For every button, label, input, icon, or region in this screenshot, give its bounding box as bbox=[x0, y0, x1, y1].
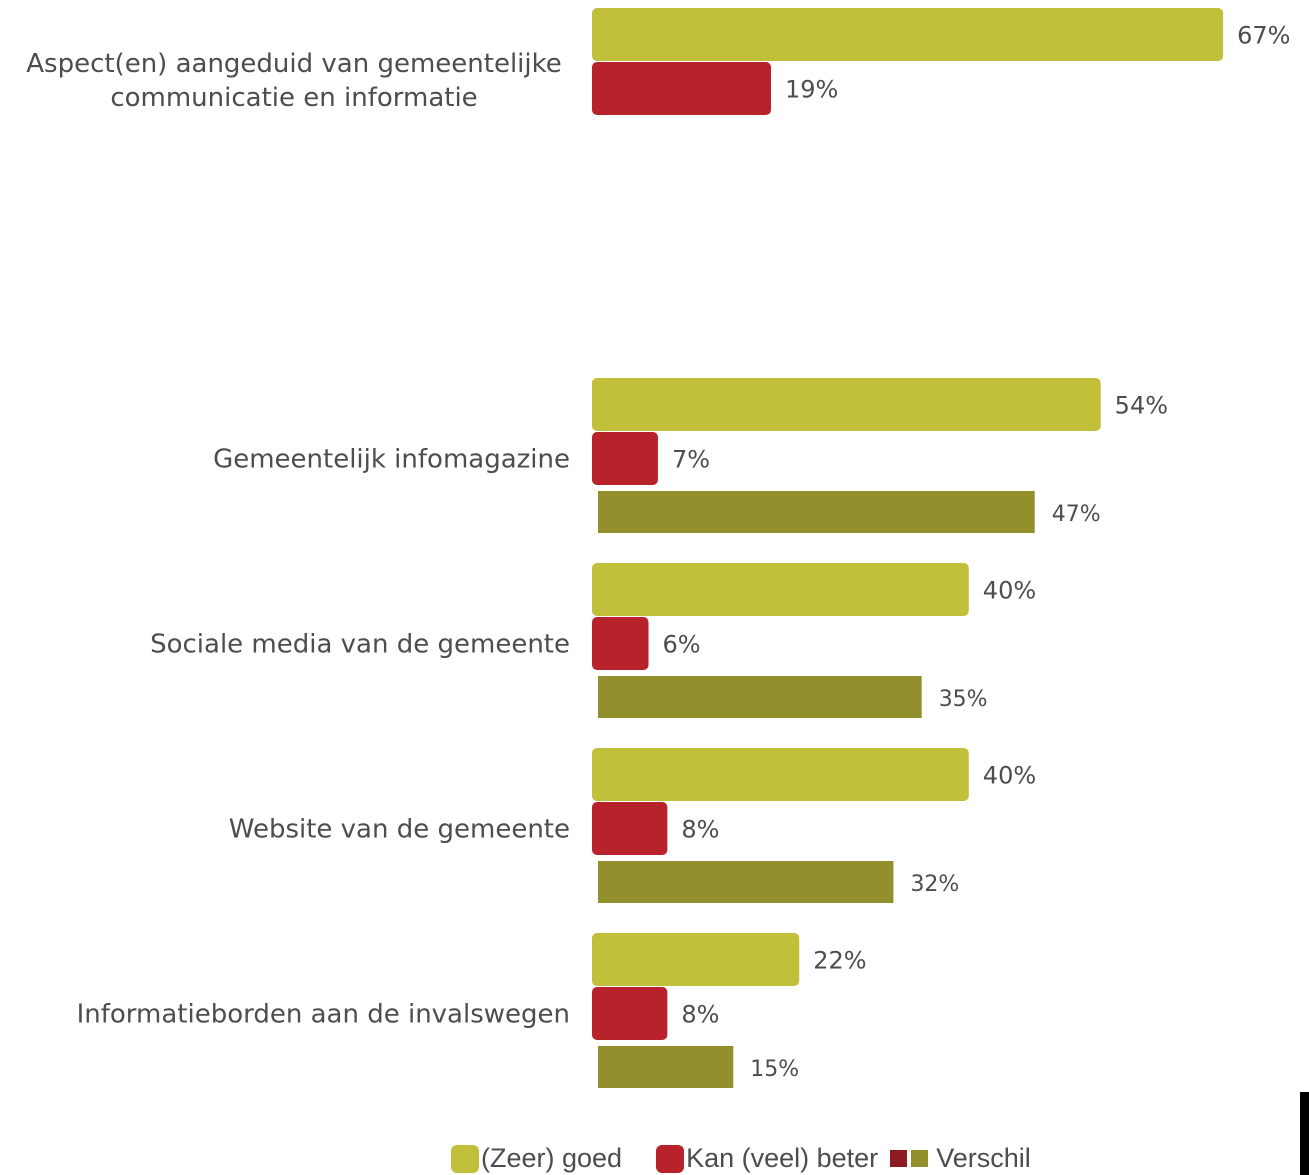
bar-kan-beter-4 bbox=[592, 987, 668, 1040]
bar-chart: Aspect(en) aangeduid van gemeentelijke co… bbox=[26, 8, 1290, 1088]
bar-verschil-3 bbox=[598, 861, 894, 903]
bar-kan-beter-2 bbox=[592, 617, 649, 670]
legend-label-zeer-goed: (Zeer) goed bbox=[481, 1143, 623, 1173]
value-label-verschil-1: 47% bbox=[1052, 502, 1101, 527]
legend: (Zeer) goed Kan (veel) beter Verschil bbox=[451, 1143, 1031, 1174]
legend-item-zeer-goed: (Zeer) goed bbox=[451, 1143, 622, 1174]
value-label-verschil-3: 32% bbox=[910, 872, 959, 897]
legend-swatch-kan-beter bbox=[656, 1144, 685, 1173]
value-label-zeer-goed-2: 40% bbox=[983, 577, 1036, 605]
value-label-zeer-goed-0: 67% bbox=[1237, 22, 1290, 50]
legend-label-kan-beter: Kan (veel) beter bbox=[686, 1143, 879, 1173]
category-label-4: Informatieborden aan de invalswegen bbox=[77, 1000, 570, 1030]
category-label-1: Gemeentelijk infomagazine bbox=[213, 445, 570, 475]
bar-zeer-goed-1 bbox=[592, 378, 1101, 431]
value-label-kan-beter-2: 6% bbox=[663, 631, 701, 659]
value-label-verschil-4: 15% bbox=[750, 1057, 799, 1082]
legend-item-kan-beter: Kan (veel) beter bbox=[656, 1143, 878, 1174]
value-label-kan-beter-4: 8% bbox=[681, 1001, 719, 1029]
bar-zeer-goed-0 bbox=[592, 8, 1224, 61]
value-label-zeer-goed-4: 22% bbox=[813, 947, 866, 975]
legend-swatch-verschil-dark bbox=[890, 1150, 908, 1167]
legend-item-verschil: Verschil bbox=[890, 1143, 1031, 1174]
legend-swatch-verschil-olive bbox=[911, 1150, 929, 1167]
bar-verschil-1 bbox=[598, 491, 1035, 533]
category-label-3: Website van de gemeente bbox=[229, 815, 570, 845]
value-label-verschil-2: 35% bbox=[939, 687, 988, 712]
value-label-zeer-goed-1: 54% bbox=[1115, 392, 1168, 420]
value-label-kan-beter-1: 7% bbox=[672, 446, 710, 474]
category-label-0-line-1: communicatie en informatie bbox=[110, 83, 477, 113]
bar-zeer-goed-2 bbox=[592, 563, 969, 616]
bar-zeer-goed-4 bbox=[592, 933, 800, 986]
bar-kan-beter-3 bbox=[592, 802, 668, 855]
value-label-zeer-goed-3: 40% bbox=[983, 762, 1036, 790]
legend-swatch-zeer-goed bbox=[451, 1144, 479, 1173]
bar-zeer-goed-3 bbox=[592, 748, 969, 801]
legend-label-verschil: Verschil bbox=[936, 1143, 1031, 1173]
edge-marker bbox=[1300, 1092, 1309, 1175]
bar-verschil-2 bbox=[598, 676, 922, 718]
bar-kan-beter-0 bbox=[592, 62, 771, 115]
value-label-kan-beter-0: 19% bbox=[785, 76, 838, 104]
category-label-2: Sociale media van de gemeente bbox=[150, 630, 570, 660]
bar-kan-beter-1 bbox=[592, 432, 658, 485]
category-label-0-line-0: Aspect(en) aangeduid van gemeentelijke bbox=[26, 49, 562, 79]
value-label-kan-beter-3: 8% bbox=[681, 816, 719, 844]
bar-verschil-4 bbox=[598, 1046, 734, 1088]
